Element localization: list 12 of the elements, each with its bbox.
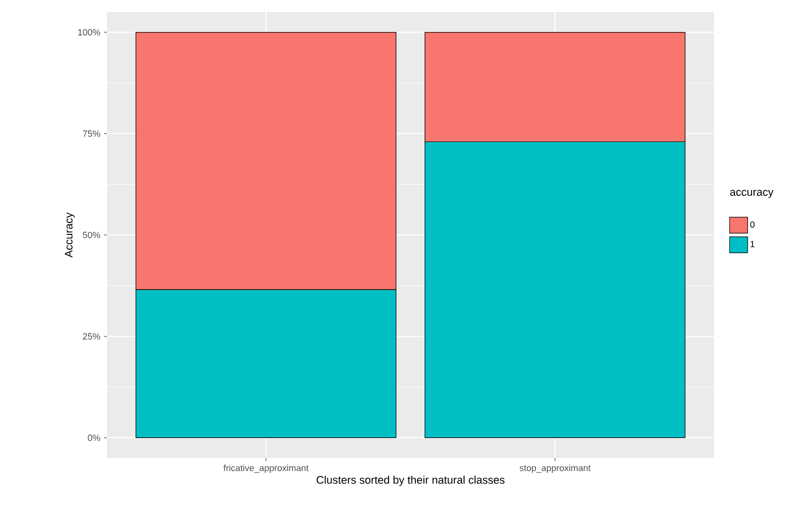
legend-title: accuracy <box>730 190 774 198</box>
x-tick-label: stop_approximant <box>520 464 591 473</box>
y-tick-label: 50% <box>82 232 100 238</box>
legend-label: 1 <box>750 240 754 248</box>
y-tick-label: 75% <box>82 130 100 137</box>
y-tick-label: 25% <box>82 333 100 340</box>
y-tick-label: 100% <box>78 29 100 36</box>
x-axis-title: Clusters sorted by their natural classes <box>316 476 504 486</box>
legend-label: 0 <box>750 221 755 228</box>
y-axis-title: Accuracy <box>64 212 75 258</box>
x-tick-label: fricative_approximant <box>223 464 309 473</box>
y-tick-label: 0% <box>88 434 100 441</box>
